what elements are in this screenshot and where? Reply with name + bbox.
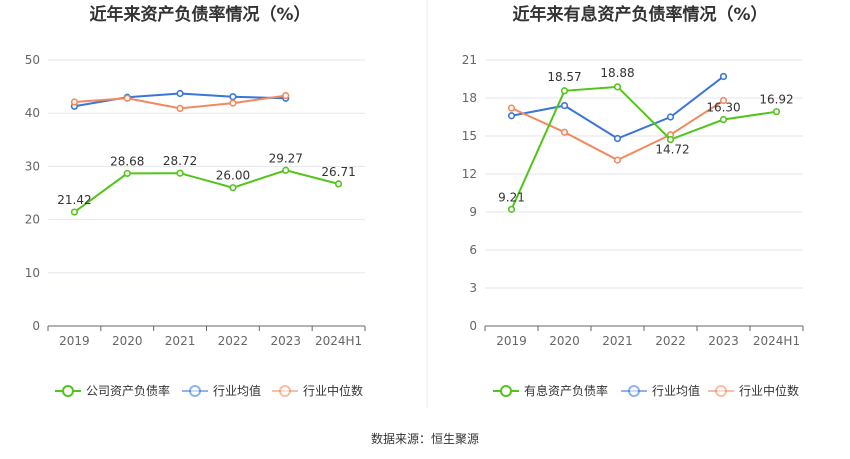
y-tick-label: 3 <box>469 281 477 295</box>
y-tick-label: 0 <box>32 319 40 333</box>
x-tick-label: 2021 <box>602 334 633 348</box>
data-point <box>507 112 516 120</box>
x-tick-label: 2022 <box>655 334 686 348</box>
data-point <box>229 93 237 101</box>
x-tick-label: 2024H1 <box>315 334 362 348</box>
data-point <box>176 89 184 98</box>
data-point <box>229 184 237 192</box>
data-source: 数据来源：恒生聚源 <box>370 432 479 446</box>
data-point <box>123 94 131 102</box>
y-tick-label: 6 <box>469 243 477 257</box>
data-point <box>123 169 131 178</box>
legend-label: 有息资产负债率 <box>524 383 608 398</box>
data-point <box>613 156 622 164</box>
data-point <box>613 134 622 143</box>
data-label: 26.71 <box>321 165 355 179</box>
x-tick-label: 2023 <box>270 334 301 348</box>
data-point <box>560 101 569 110</box>
data-point <box>772 108 781 116</box>
data-label: 28.68 <box>110 154 144 168</box>
legend-item[interactable]: 公司资产负债率 <box>55 383 170 398</box>
data-label: 9.21 <box>498 190 525 204</box>
x-tick-label: 2019 <box>59 334 90 348</box>
y-tick-label: 10 <box>25 266 40 280</box>
legend-label: 行业中位数 <box>739 383 799 398</box>
data-point <box>719 115 728 124</box>
data-point <box>507 104 516 112</box>
data-point <box>282 166 290 174</box>
legend-swatch-marker <box>62 385 74 397</box>
data-label: 16.92 <box>759 93 793 107</box>
legend-swatch-marker <box>628 385 640 397</box>
data-label: 26.00 <box>216 169 250 183</box>
data-point <box>70 98 79 106</box>
x-tick-label: 2020 <box>112 334 143 348</box>
data-point <box>560 128 569 136</box>
data-point <box>613 83 622 91</box>
data-point <box>666 113 675 121</box>
data-label: 21.42 <box>57 193 91 207</box>
y-tick-label: 18 <box>462 91 477 105</box>
y-tick-label: 20 <box>25 213 40 227</box>
chart-title: 近年来有息资产负债率情况（%） <box>512 4 767 25</box>
data-point <box>334 180 343 188</box>
data-point <box>719 96 728 105</box>
data-point <box>666 135 675 144</box>
x-tick-label: 2022 <box>218 334 249 348</box>
series-line <box>73 169 339 213</box>
legend-item[interactable]: 有息资产负债率 <box>493 383 608 398</box>
chart-title: 近年来资产负债率情况（%） <box>89 4 310 25</box>
data-point <box>282 92 290 100</box>
y-tick-label: 21 <box>462 53 477 67</box>
data-point <box>507 205 516 213</box>
y-tick-label: 0 <box>469 319 477 333</box>
legend-label: 行业均值 <box>652 383 700 398</box>
legend-swatch-marker <box>279 385 291 397</box>
legend-swatch-marker <box>189 385 201 397</box>
data-point <box>70 208 79 216</box>
y-tick-label: 40 <box>25 106 40 120</box>
x-tick-label: 2023 <box>708 334 739 348</box>
legend-item[interactable]: 行业中位数 <box>272 383 363 398</box>
chart-panel-2: 近年来有息资产负债率情况（%） 0 3 6 9 12 15 18 21 2019 2020 2021 2… <box>462 4 804 398</box>
y-tick-label: 12 <box>462 167 477 181</box>
y-tick-label: 9 <box>469 205 477 219</box>
legend-swatch-marker <box>715 385 727 397</box>
data-point <box>176 169 184 177</box>
legend-item[interactable]: 行业中位数 <box>708 383 799 398</box>
legend-swatch-marker <box>500 385 512 397</box>
y-tick-label: 15 <box>462 129 477 143</box>
data-label: 16.30 <box>706 101 740 115</box>
x-tick-label: 2024H1 <box>753 334 800 348</box>
data-label: 14.72 <box>655 143 689 157</box>
legend-label: 公司资产负债率 <box>86 383 170 398</box>
legend-label: 行业中位数 <box>303 383 363 398</box>
data-point <box>229 99 237 107</box>
legend-item[interactable]: 行业均值 <box>621 383 700 398</box>
chart-panel-1: 近年来资产负债率情况（%） 0 10 20 30 40 50 2019 2020 2021 2022… <box>25 4 366 398</box>
y-tick-label: 30 <box>25 159 40 173</box>
data-point <box>176 104 184 113</box>
series-line <box>510 85 777 210</box>
data-label: 28.72 <box>163 154 197 168</box>
data-label: 29.27 <box>269 151 303 165</box>
x-tick-label: 2021 <box>165 334 196 348</box>
legend-item[interactable]: 行业均值 <box>182 383 261 398</box>
legend-label: 行业均值 <box>213 383 261 398</box>
data-label: 18.57 <box>547 70 581 84</box>
y-tick-label: 50 <box>25 53 40 67</box>
x-tick-label: 2020 <box>549 334 580 348</box>
x-tick-label: 2019 <box>496 334 527 348</box>
data-label: 18.88 <box>600 66 634 80</box>
data-point <box>560 87 569 95</box>
data-point <box>719 72 728 81</box>
